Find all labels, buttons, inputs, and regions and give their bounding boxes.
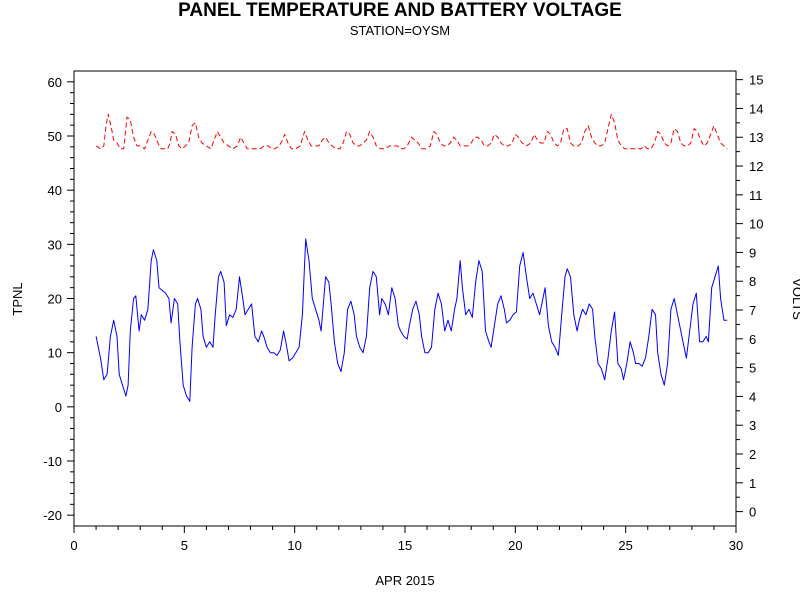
y-right-tick-label: 10 [749,217,763,232]
y-left-tick-label: 30 [48,237,62,252]
x-axis: 0 5 10 15 20 25 30 [70,526,743,553]
y-right-tick-label: 12 [749,159,763,174]
y-right-tick-label: 4 [749,389,756,404]
series-line-volts [95,113,728,150]
y-right-tick-label: 2 [749,447,756,462]
x-tick-label: 25 [618,538,632,553]
y-right-tick-label: 13 [749,130,763,145]
y-axis-right-label: VOLTS [790,278,800,320]
y-right-tick-label: 14 [749,101,763,116]
y-left-tick-label: 60 [48,75,62,90]
y-right-tick-label: 15 [749,73,763,88]
y-left-tick-label: 50 [48,129,62,144]
y-axis-left: -20 -10 0 10 20 30 40 50 60 [43,75,74,523]
y-right-tick-label: 11 [749,188,763,203]
y-right-tick-label: 3 [749,418,756,433]
y-right-tick-label: 5 [749,361,756,376]
y-right-tick-label: 0 [749,505,756,520]
y-right-tick-label: 7 [749,303,756,318]
y-right-tick-label: 8 [749,274,756,289]
chart-title: PANEL TEMPERATURE AND BATTERY VOLTAGE [178,0,622,21]
chart-subtitle: STATION=OYSM [349,23,451,38]
y-right-tick-label: 1 [749,476,756,491]
x-tick-label: 30 [729,538,743,553]
y-left-tick-label: -10 [43,454,62,469]
x-tick-label: 10 [287,538,301,553]
y-left-tick-label: 10 [48,346,62,361]
x-tick-label: 20 [508,538,522,553]
y-left-tick-label: 40 [48,183,62,198]
x-axis-label: APR 2015 [375,573,434,588]
y-axis-left-label: TPNL [10,282,25,315]
x-tick-label: 15 [398,538,412,553]
y-right-tick-label: 9 [749,245,756,260]
y-right-tick-label: 6 [749,332,756,347]
series-layer [95,113,728,402]
series-line-tpnl [95,238,728,402]
plot-frame [73,70,737,527]
y-left-tick-label: 0 [55,400,62,415]
x-tick-label: 5 [181,538,188,553]
x-tick-label: 0 [70,538,77,553]
y-left-tick-label: -20 [43,508,62,523]
y-left-tick-label: 20 [48,292,62,307]
